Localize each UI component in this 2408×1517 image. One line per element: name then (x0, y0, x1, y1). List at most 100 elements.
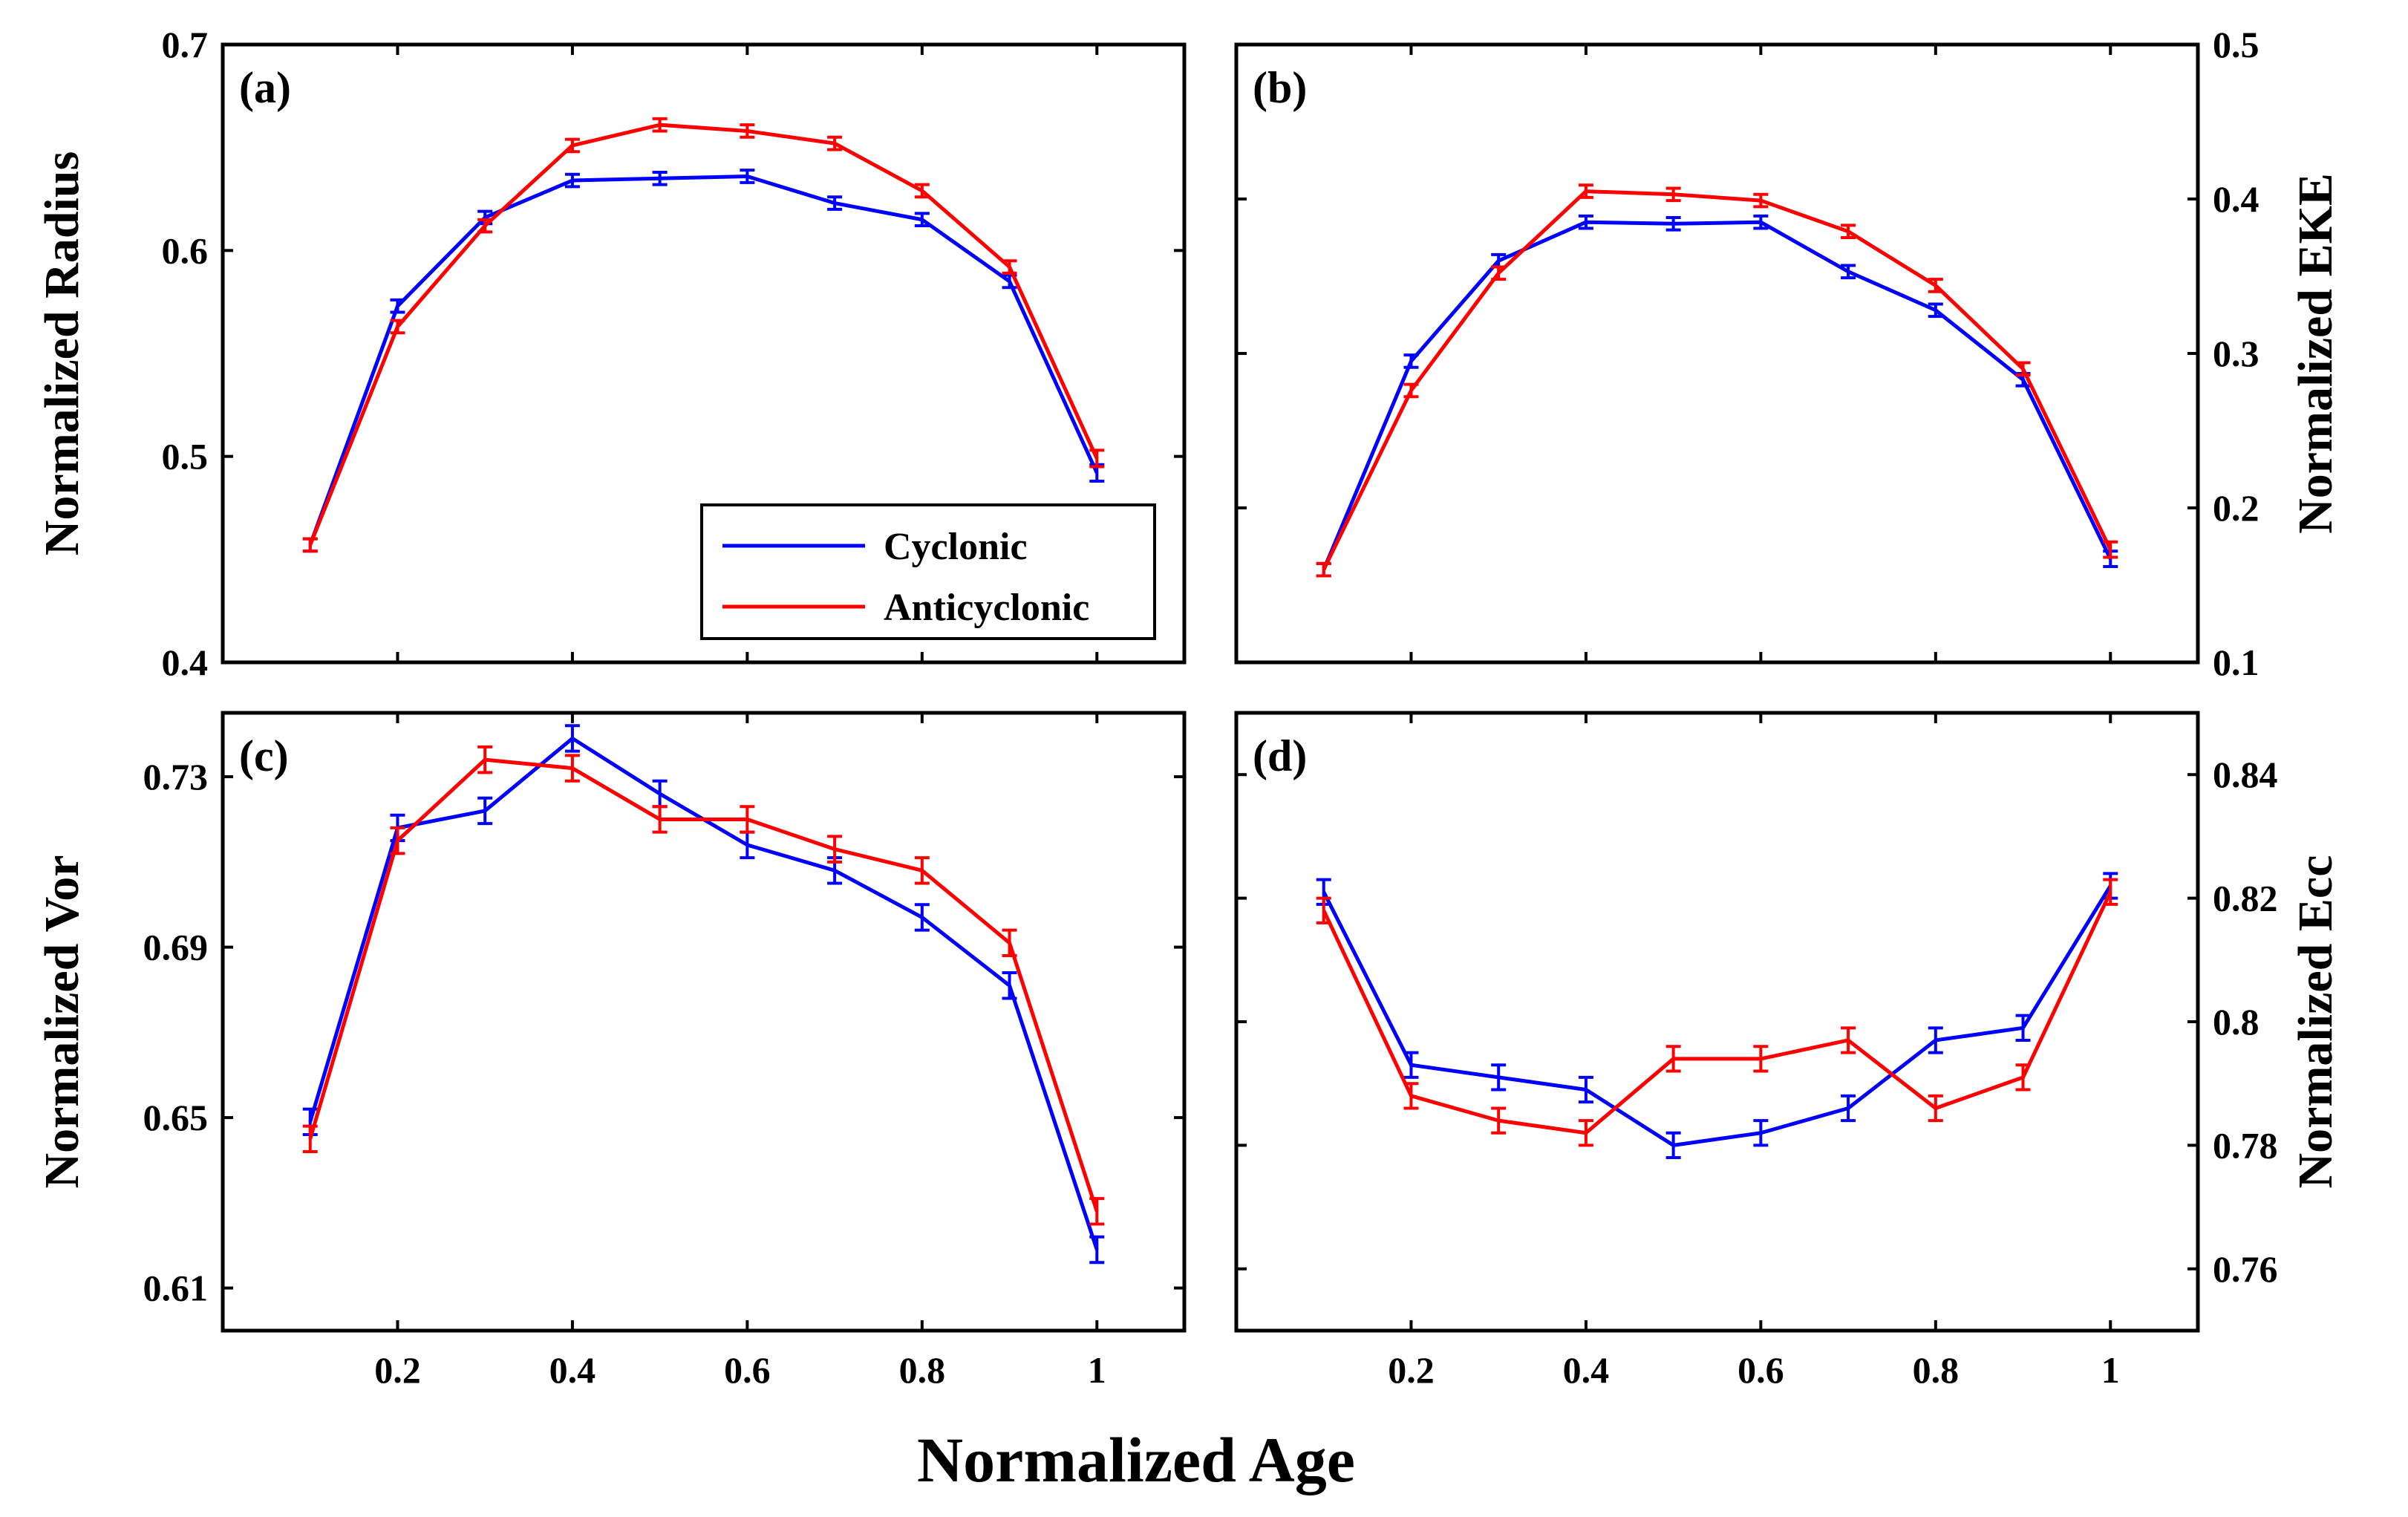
error-bar (827, 835, 843, 864)
plot-frame (1234, 711, 2200, 1333)
x-axis-label: Normalized Age (917, 1424, 1355, 1495)
legend-label: Cyclonic (884, 526, 1028, 568)
series-line (1322, 220, 2112, 571)
y-tick-label: 0.6 (162, 229, 209, 271)
x-tick-label: 0.8 (1913, 1349, 1960, 1391)
error-bar (477, 796, 493, 826)
x-tick-label: 0.4 (549, 1349, 596, 1391)
error-bar (1002, 928, 1017, 958)
series-line (308, 123, 1099, 546)
error-bar (740, 169, 755, 184)
y-tick-label: 0.69 (143, 927, 209, 968)
x-tick-label: 0.4 (1563, 1349, 1610, 1391)
error-bar (652, 117, 668, 133)
error-bar (1002, 259, 1017, 275)
error-bar (477, 745, 493, 774)
error-bar (1753, 214, 1769, 230)
error-bar (740, 805, 755, 834)
plot-frame (221, 711, 1187, 1333)
error-bar (564, 137, 580, 154)
error-bar (1089, 1235, 1105, 1265)
error-bar (1316, 561, 1331, 578)
error-bar (1089, 448, 1105, 469)
error-bar (1665, 215, 1681, 232)
y-axis-label: Normalized Vor (35, 855, 89, 1188)
y-tick-label: 0.2 (2213, 487, 2259, 529)
error-bar (914, 903, 930, 932)
error-bar (740, 123, 755, 139)
error-bar (1841, 224, 1856, 239)
error-bar (1578, 1119, 1593, 1147)
error-bar (1928, 278, 1943, 293)
x-tick-label: 0.2 (374, 1349, 421, 1391)
error-bar (652, 170, 668, 186)
error-bar (2015, 361, 2031, 377)
error-bar (1753, 1045, 1769, 1073)
error-bar (1316, 896, 1331, 924)
error-bar (652, 779, 668, 809)
error-bar (302, 1124, 318, 1154)
error-bar (1403, 353, 1419, 369)
error-bar (1665, 1045, 1681, 1073)
legend-label: Anticyclonic (884, 587, 1089, 629)
error-bar (827, 135, 843, 151)
panel-label: (a) (239, 63, 291, 112)
series-anticyclonic (302, 117, 1105, 553)
y-tick-label: 0.8 (2213, 1001, 2259, 1043)
error-bar (827, 195, 843, 211)
y-tick-label: 0.5 (162, 436, 209, 477)
x-tick-label: 0.6 (724, 1349, 771, 1391)
panel-2: 0.1 0.2 0.3 0.4 0.5 Normalized EKE (b) (1234, 24, 2343, 683)
x-tick-label: 1 (1088, 1349, 1106, 1391)
legend-box (700, 503, 1156, 640)
series-cyclonic (1316, 214, 2118, 578)
error-bar (1491, 265, 1507, 281)
y-tick-label: 0.78 (2213, 1124, 2278, 1166)
error-bar (1578, 1075, 1593, 1104)
error-bar (1928, 1026, 1943, 1054)
y-tick-label: 0.65 (143, 1097, 209, 1138)
series-line (1322, 891, 2112, 1135)
error-bar (914, 856, 930, 885)
plot-frame (221, 42, 1187, 665)
error-bar (1403, 382, 1419, 399)
error-bar (390, 319, 405, 335)
panel-label: (b) (1253, 63, 1307, 112)
error-bar (2015, 1063, 2031, 1092)
error-bar (2103, 878, 2118, 906)
error-bar (1002, 971, 1017, 1000)
panel-label: (d) (1253, 731, 1307, 780)
error-bar (564, 724, 580, 753)
panels: 0.4 0.5 0.6 0.7 Normalized Radius (a) Cyclonic… (35, 24, 2343, 1391)
y-tick-label: 0.61 (143, 1268, 209, 1309)
legend: Cyclonic Anticyclonic (700, 503, 1156, 640)
series-line (308, 736, 1099, 1250)
series-anticyclonic (302, 745, 1105, 1226)
y-axis-label: Normalized EKE (2288, 173, 2343, 534)
error-bar (1841, 1026, 1856, 1054)
y-tick-label: 0.4 (2213, 178, 2259, 220)
error-bar (914, 212, 930, 228)
error-bar (2103, 540, 2118, 559)
error-bar (1089, 1197, 1105, 1226)
series-cyclonic (302, 724, 1105, 1265)
error-bar (1665, 186, 1681, 203)
error-bar (1491, 1106, 1507, 1135)
y-tick-label: 0.4 (162, 642, 209, 683)
error-bar (1403, 1082, 1419, 1110)
y-tick-label: 0.82 (2213, 878, 2278, 919)
series-cyclonic (1316, 872, 2118, 1160)
panel-3: 0.2 0.4 0.6 0.8 1 0.61 0.65 0.69 0.73 Normalized … (35, 711, 1187, 1391)
x-tick-label: 1 (2101, 1349, 2120, 1391)
error-bar (1928, 302, 1943, 319)
error-bar (1665, 1131, 1681, 1160)
error-bar (1928, 1094, 1943, 1123)
y-tick-label: 0.84 (2213, 754, 2278, 795)
series-line (308, 174, 1099, 546)
y-tick-label: 0.7 (162, 24, 209, 65)
series-anticyclonic (1316, 878, 2118, 1147)
y-axis-label: Normalized Ecc (2288, 855, 2343, 1188)
plot-frame (1234, 42, 2200, 665)
error-bar (564, 754, 580, 783)
